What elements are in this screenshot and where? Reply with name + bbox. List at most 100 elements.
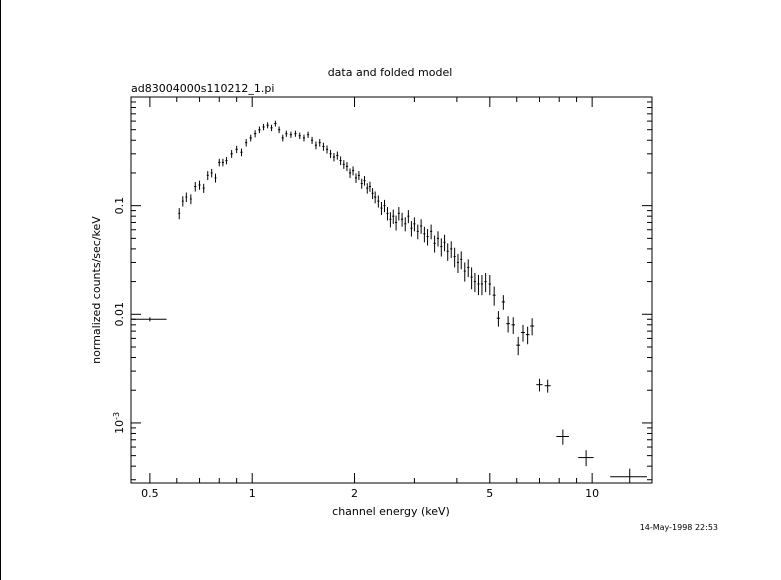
data-point	[262, 123, 265, 131]
data-point	[198, 180, 201, 190]
data-point	[473, 272, 476, 293]
data-point	[357, 171, 360, 181]
x-tick-label: 2	[351, 487, 358, 500]
data-point	[488, 274, 491, 296]
data-point	[225, 157, 228, 165]
data-point	[310, 136, 314, 144]
data-point	[453, 247, 456, 268]
data-point	[289, 131, 293, 138]
data-point	[221, 158, 224, 167]
data-point	[366, 183, 369, 194]
data-point	[377, 195, 380, 208]
data-point	[496, 311, 501, 327]
x-axis: 0.5 1 2 5 10	[141, 97, 599, 500]
data-point	[380, 202, 383, 216]
data-point	[258, 126, 261, 134]
data-point	[516, 336, 521, 356]
data-point	[345, 162, 349, 172]
data-point	[511, 317, 515, 334]
data-point	[332, 153, 335, 162]
data-point	[181, 196, 184, 207]
data-point	[371, 188, 374, 200]
data-point	[416, 224, 419, 240]
data-point	[525, 326, 530, 345]
data-point	[420, 219, 423, 234]
data-point	[235, 145, 238, 154]
data-point	[285, 130, 288, 137]
data-point	[484, 272, 487, 293]
data-point	[463, 262, 466, 282]
data-point	[302, 134, 306, 142]
data-point	[360, 178, 363, 189]
data-point	[325, 145, 329, 154]
data-point	[270, 124, 273, 132]
data-point	[443, 234, 446, 252]
data-point	[556, 429, 570, 445]
data-point	[274, 120, 277, 127]
timestamp: 14-May-1998 22:53	[640, 523, 718, 532]
data-point	[245, 139, 248, 147]
data-point	[240, 148, 243, 157]
data-point	[433, 235, 436, 253]
data-point	[610, 468, 647, 483]
data-point	[521, 324, 525, 342]
data-point	[194, 182, 197, 192]
data-point	[185, 192, 188, 203]
data-point	[446, 243, 449, 261]
data-point	[354, 173, 358, 183]
data-point	[178, 208, 181, 220]
data-point	[329, 149, 332, 159]
data-point	[392, 209, 395, 224]
data-point	[423, 226, 426, 243]
data-point	[460, 251, 463, 270]
data-point	[214, 173, 217, 183]
data-point	[430, 224, 433, 240]
data-point	[189, 194, 192, 205]
x-tick-label: 10	[585, 487, 599, 500]
data-point	[401, 212, 404, 227]
data-point	[501, 295, 505, 310]
data-point	[456, 253, 460, 273]
x-tick-label: 5	[486, 487, 493, 500]
data-point	[218, 158, 221, 167]
x-tick-label: 1	[249, 487, 256, 500]
data-point	[374, 191, 377, 204]
data-point	[450, 241, 453, 258]
plot-frame	[130, 96, 653, 484]
data-point	[470, 267, 473, 290]
data-point	[206, 171, 209, 181]
data-point	[386, 207, 389, 221]
data-point	[383, 199, 386, 213]
data-point	[397, 207, 400, 221]
chart-subtitle: ad83004000s110212_1.pi	[131, 82, 274, 95]
data-point	[530, 318, 535, 336]
data-point	[298, 132, 301, 140]
data-point	[413, 217, 416, 232]
data-point	[536, 378, 543, 392]
data-point	[253, 130, 257, 138]
data-point	[322, 142, 325, 151]
data-point	[467, 259, 470, 278]
data-point	[477, 274, 480, 296]
data-point	[230, 150, 233, 158]
data-point	[352, 166, 355, 176]
data-point	[436, 231, 440, 247]
data-point	[339, 156, 342, 166]
data-point	[480, 274, 483, 296]
data-point	[342, 160, 345, 169]
data-point	[578, 450, 594, 467]
y-tick-label: 0.1	[113, 197, 126, 215]
x-tick-label: 0.5	[141, 487, 159, 500]
data-point	[506, 316, 510, 333]
data-point	[410, 221, 413, 237]
data-point	[307, 131, 310, 138]
data-point	[336, 151, 339, 160]
data-point	[131, 317, 167, 322]
data-point	[318, 139, 321, 147]
data-point	[202, 183, 205, 193]
data-point	[407, 210, 410, 224]
data-point	[492, 286, 496, 306]
data-point	[363, 176, 366, 186]
data-points	[131, 120, 647, 483]
